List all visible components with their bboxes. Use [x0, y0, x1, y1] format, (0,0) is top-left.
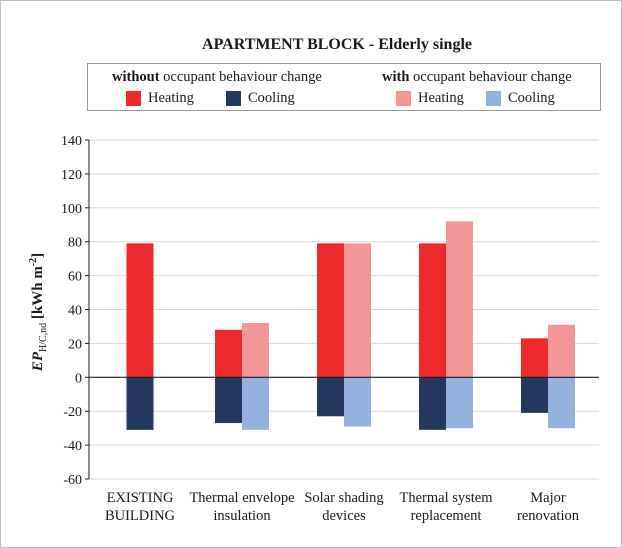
- bar-cooling-without-5: [521, 377, 548, 413]
- legend-label-cooling-with: Cooling: [508, 90, 555, 106]
- y-tick-label: 20: [68, 337, 82, 352]
- bar-cooling-with-5: [548, 377, 575, 429]
- bar-heating-without-4: [419, 243, 446, 378]
- bar-heating-without-5: [521, 338, 548, 378]
- bar-cooling-without-1: [126, 377, 154, 430]
- bar-heating-with-4: [446, 221, 473, 378]
- x-tick-label: Solar shading devices: [304, 490, 383, 524]
- bar-heating-without-1: [126, 243, 154, 378]
- x-tick-labels: EXISTING BUILDING Thermal envelope insulati…: [105, 490, 580, 524]
- y-tick-label: 140: [61, 134, 82, 149]
- y-axis-label-main: EP: [30, 351, 46, 372]
- y-tick-label: 100: [61, 202, 82, 217]
- legend-item-heating-without: Heating: [126, 90, 194, 107]
- legend-swatch-cooling-without: [226, 91, 241, 106]
- y-axis-label-unit: [kWh m: [30, 266, 46, 323]
- x-tick-label: Thermal envelope insulation: [189, 490, 294, 524]
- legend-swatch-cooling-with: [486, 91, 501, 106]
- legend-label-heating-with: Heating: [418, 90, 464, 106]
- legend-group-with-heading: with occupant behaviour change: [382, 69, 572, 85]
- bar-cooling-with-3: [344, 377, 371, 427]
- y-axis-label-unit-close: ]: [30, 253, 46, 258]
- y-tick-label: 40: [68, 304, 82, 319]
- bar-cooling-without-3: [317, 377, 344, 417]
- y-axis-label-subscript: H/C,nd: [38, 323, 49, 352]
- bar-cooling-with-2: [242, 377, 269, 430]
- bar-heating-with-5: [548, 324, 575, 378]
- legend-item-cooling-without: Cooling: [226, 90, 295, 107]
- bar-cooling-without-4: [419, 377, 446, 430]
- bar-heating-with-3: [344, 243, 371, 378]
- legend-label-cooling-without: Cooling: [248, 90, 295, 106]
- bar-heating-without-2: [215, 329, 242, 378]
- chart-legend: without occupant behaviour change with o…: [87, 63, 601, 111]
- y-tick-label: 120: [61, 168, 82, 183]
- bar-cooling-without-2: [215, 377, 242, 424]
- y-axis-label-unit-superscript: -2: [28, 258, 39, 266]
- y-axis-label: EPH/C,nd [kWh m-2]: [28, 253, 49, 372]
- axes: [85, 139, 599, 480]
- x-tick-label: Major renovation: [517, 490, 580, 524]
- y-tick-label: -40: [63, 439, 82, 454]
- legend-swatch-heating-with: [396, 91, 411, 106]
- y-tick-label: 60: [68, 270, 82, 285]
- chart-title: APARTMENT BLOCK - Elderly single: [202, 36, 472, 53]
- legend-item-heating-with: Heating: [396, 90, 464, 107]
- legend-item-cooling-with: Cooling: [486, 90, 555, 107]
- bar-heating-without-3: [317, 243, 344, 378]
- legend-label-heating-without: Heating: [148, 90, 194, 106]
- y-tick-label: 0: [75, 371, 82, 386]
- bar-heating-with-2: [242, 323, 269, 378]
- legend-swatch-heating-without: [126, 91, 141, 106]
- legend-group-without-heading: without occupant behaviour change: [112, 69, 322, 85]
- y-tick-label: -20: [63, 405, 82, 420]
- y-tick-labels: -60 -40 -20 0 20 40 60 80 100 120 140: [61, 134, 82, 488]
- x-tick-label: EXISTING BUILDING: [105, 490, 176, 524]
- y-tick-label: 80: [68, 236, 82, 251]
- bars: [126, 221, 575, 430]
- y-tick-label: -60: [63, 473, 82, 488]
- x-tick-label: Thermal system replacement: [399, 490, 493, 524]
- bar-cooling-with-4: [446, 377, 473, 429]
